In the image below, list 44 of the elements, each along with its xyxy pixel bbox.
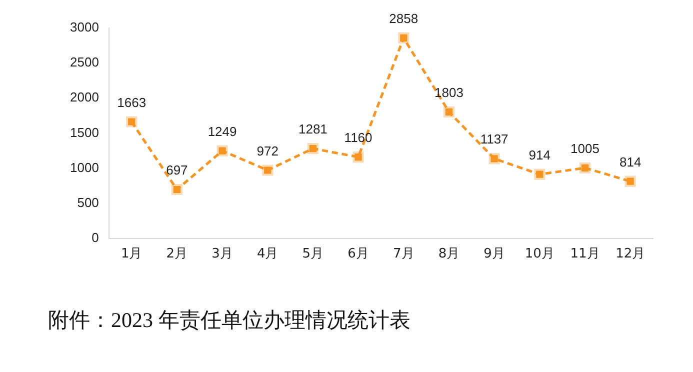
point: [171, 184, 182, 196]
data-label: 1803: [434, 85, 464, 100]
point: [624, 176, 636, 187]
data-label: 914: [528, 147, 550, 162]
x-tick-label: 10月: [524, 246, 554, 262]
y-tick-label: 3000: [70, 20, 99, 35]
point: [126, 116, 138, 128]
x-tick-label: 7月: [392, 246, 414, 262]
data-label: 1137: [480, 132, 508, 147]
point: [262, 164, 274, 176]
data-label: 814: [619, 154, 642, 170]
point: [534, 168, 546, 180]
x-tick-label: 9月: [484, 246, 505, 262]
data-label: 1249: [208, 124, 237, 139]
data-label: 697: [166, 162, 188, 178]
data-label: 1663: [117, 94, 146, 110]
point: [216, 145, 228, 156]
data-label: 1005: [570, 140, 600, 156]
x-tick-label: 2月: [166, 246, 188, 262]
x-tick-label: 4月: [256, 246, 278, 262]
data-label: 2858: [389, 11, 418, 26]
y-tick-label: 1000: [70, 160, 99, 175]
y-tick-label: 2000: [70, 90, 99, 105]
data-label: 1281: [298, 122, 328, 137]
x-tick-label: 12月: [616, 246, 646, 262]
point: [307, 143, 318, 154]
x-tick-label: 11月: [570, 246, 600, 262]
x-tick-label: 5月: [302, 246, 324, 262]
point: [443, 106, 455, 118]
x-tick-label: 3月: [212, 246, 233, 262]
point: [488, 153, 500, 164]
y-tick-label: 500: [77, 194, 99, 210]
x-tick-label: 1月: [120, 246, 142, 262]
point: [398, 32, 410, 44]
text: 附件：2023 年责任单位办理情况统计表: [48, 307, 410, 334]
data-label: 1160: [344, 130, 372, 146]
y-tick-label: 1500: [70, 124, 99, 140]
x-tick-label: 8月: [438, 246, 460, 262]
data-label: 972: [256, 143, 278, 158]
y-tick-label: 0: [92, 230, 99, 245]
y-tick-label: 2500: [70, 54, 99, 70]
point: [579, 162, 591, 174]
x-tick-label: 6月: [348, 246, 369, 262]
point: [352, 152, 364, 163]
